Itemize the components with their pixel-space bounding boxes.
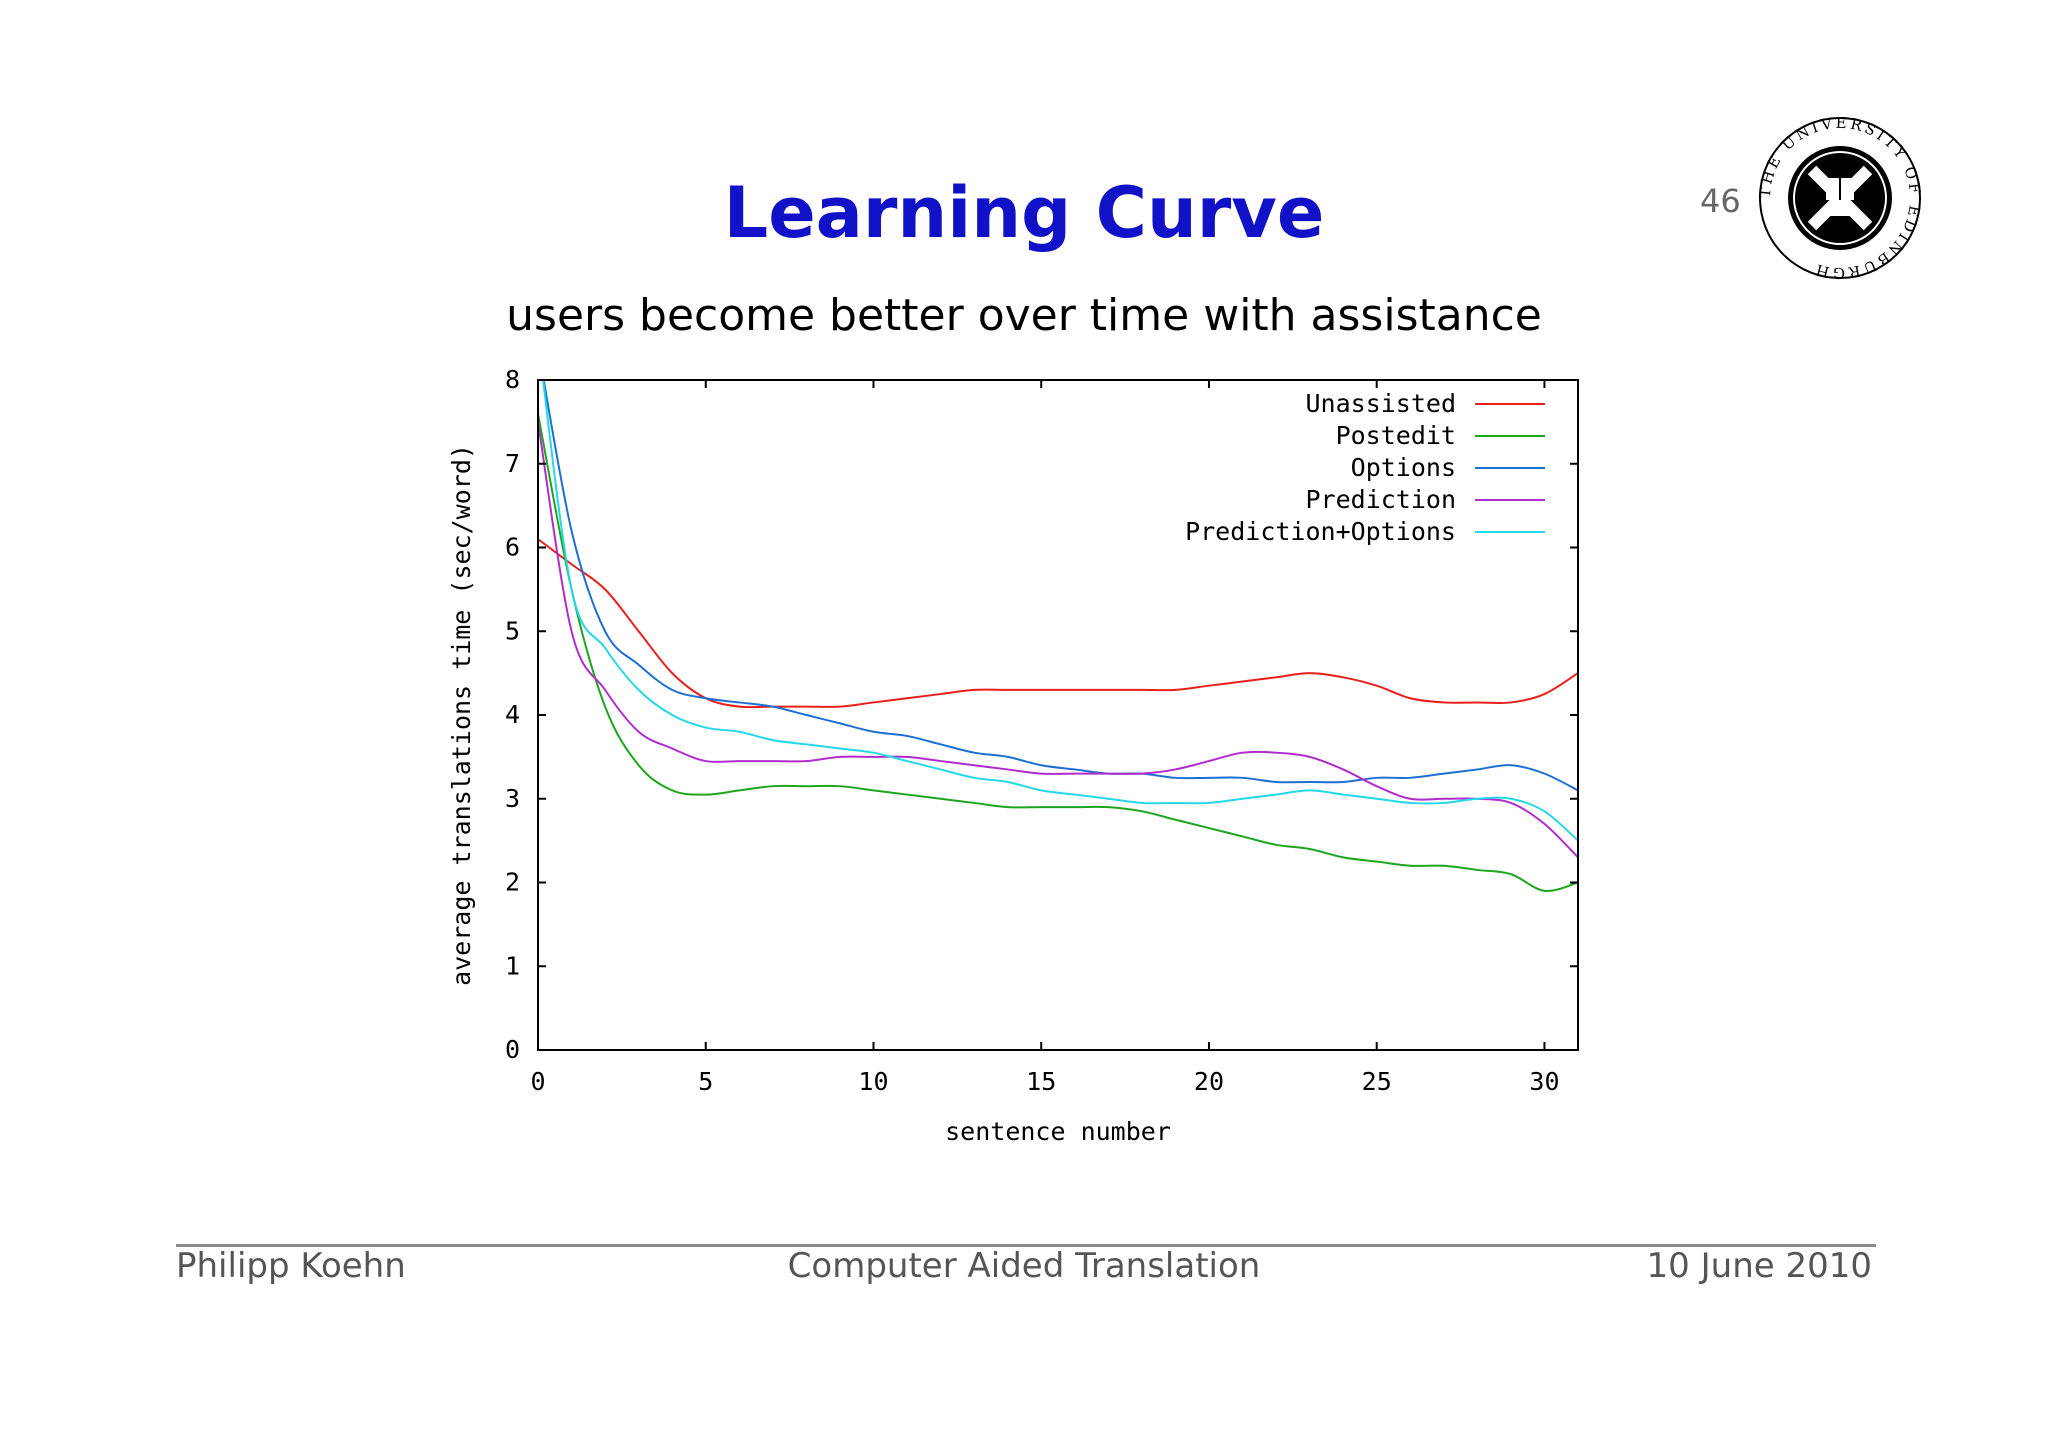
x-tick-label: 20 [1194,1067,1224,1096]
series-line-prediction-options [542,380,1578,842]
slide-title: Learning Curve [723,172,1325,254]
y-axis-label: average translations time (sec/word) [447,444,476,986]
x-tick-label: 5 [698,1067,713,1096]
y-tick-label: 3 [505,784,520,813]
slide-subtitle: users become better over time with assis… [506,290,1542,341]
y-tick-label: 8 [505,365,520,394]
university-logo: THE UNIVERSITY OF EDINBURGH [1756,114,1921,282]
x-axis-label: sentence number [945,1117,1171,1146]
y-tick-label: 6 [505,533,520,562]
footer-date: 10 June 2010 [1646,1246,1872,1286]
y-tick-label: 5 [505,616,520,645]
series-line-prediction [538,421,1578,859]
x-tick-label: 0 [530,1067,545,1096]
footer-divider [176,1244,1876,1247]
y-tick-label: 0 [505,1035,520,1064]
y-tick-label: 7 [505,449,520,478]
legend-label-postedit: Postedit [1336,421,1456,450]
learning-curve-chart: 0 5 10 15 20 25 30 0 1 2 3 4 5 6 7 8 Unassisted Postedit… [447,365,1579,1146]
footer-topic: Computer Aided Translation [787,1246,1261,1286]
series-line-unassisted [538,538,1578,709]
y-tick-label: 1 [505,951,520,980]
chart-legend: Unassisted Postedit Options Prediction Predi… [1185,389,1545,546]
legend-label-unassisted: Unassisted [1305,389,1456,418]
x-tick-label: 15 [1026,1067,1056,1096]
y-tick-label: 2 [505,868,520,897]
x-tick-label: 25 [1362,1067,1392,1096]
x-tick-label: 10 [858,1067,888,1096]
series-line-postedit [538,413,1578,892]
legend-label-prediction: Prediction [1305,485,1456,514]
page-number: 46 [1700,182,1741,220]
legend-label-prediction-options: Prediction+Options [1185,517,1456,546]
x-tick-label: 30 [1529,1067,1559,1096]
footer-author: Philipp Koehn [176,1246,406,1286]
series-line-options [542,380,1578,792]
legend-label-options: Options [1351,453,1456,482]
y-tick-label: 4 [505,700,520,729]
